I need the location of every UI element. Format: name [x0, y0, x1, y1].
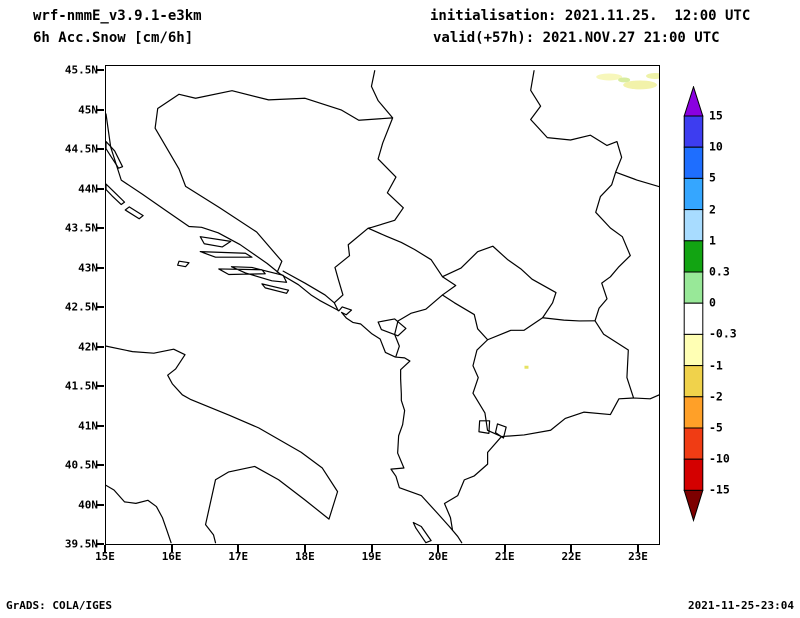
- lon-tick-label: 16E: [161, 550, 182, 563]
- lon-tick-label: 20E: [428, 550, 449, 563]
- coastline-italy-adriatic: [106, 345, 339, 544]
- lat-tick-mark: [97, 108, 104, 111]
- colorbar-value-label: 10: [709, 139, 723, 154]
- lon-tick-mark: [237, 545, 240, 552]
- lat-tick-label: 44.5N: [64, 142, 98, 156]
- lat-tick-mark: [97, 266, 104, 269]
- lat-tick-label: 42.5N: [64, 300, 98, 314]
- lakes: [377, 318, 507, 439]
- lat-tick-label: 43.5N: [64, 221, 98, 235]
- colorbar-value-label: 1: [709, 233, 716, 248]
- lat-tick-mark: [97, 69, 104, 71]
- map-plot-area: [105, 65, 660, 545]
- colorbar-value-label: -10: [709, 451, 730, 466]
- lat-tick-mark: [97, 424, 104, 427]
- lon-tick-mark: [570, 545, 573, 552]
- border-serbia-bulgaria-romania: [530, 70, 659, 400]
- islands-dalmatian: [106, 140, 432, 544]
- lon-tick-mark: [104, 545, 106, 552]
- lon-tick-mark: [370, 545, 373, 552]
- colorbar-value-label: -2: [709, 389, 723, 404]
- creation-timestamp: 2021-11-25-23:04: [688, 599, 794, 612]
- lon-tick-mark: [637, 545, 639, 552]
- lat-tick-label: 45.5N: [64, 63, 98, 77]
- colorbar-value-label: 0: [709, 295, 716, 310]
- lon-tick-mark: [437, 545, 440, 552]
- lat-tick-mark: [97, 187, 104, 190]
- variable-name: 6h Acc.Snow [cm/6h]: [33, 30, 194, 46]
- lon-tick-mark: [170, 545, 173, 552]
- lat-tick-mark: [97, 385, 104, 387]
- lon-tick-mark: [503, 545, 506, 552]
- lat-tick-mark: [97, 345, 104, 348]
- lon-tick-label: 23E: [628, 550, 648, 563]
- lon-tick-label: 15E: [95, 550, 115, 563]
- lon-tick-label: 22E: [561, 550, 582, 563]
- border-serbia-macedonia: [542, 317, 596, 322]
- colorbar-value-label: -1: [709, 357, 723, 372]
- lat-tick-mark: [97, 503, 104, 506]
- colorbar-value-label: 5: [709, 170, 716, 185]
- valid-time: valid(+57h): 2021.NOV.27 21:00 UTC: [433, 30, 720, 46]
- coastline-italy-tyrrhenian: [106, 484, 172, 544]
- lat-tick-label: 40N: [78, 498, 98, 511]
- lat-tick-label: 41N: [78, 419, 98, 432]
- border-croatia-bosnia-serbia: [154, 70, 444, 312]
- colorbar-value-label: 0.3: [709, 264, 730, 279]
- lat-tick-mark: [97, 464, 104, 466]
- initialisation-time: initialisation: 2021.11.25. 12:00 UTC: [430, 8, 751, 24]
- colorbar-value-label: -0.3: [709, 326, 737, 341]
- colorbar-value-label: 15: [709, 108, 723, 123]
- lat-tick-label: 44N: [78, 182, 98, 195]
- lat-tick-mark: [97, 227, 104, 229]
- lon-tick-label: 21E: [494, 550, 515, 563]
- lat-tick-label: 43N: [78, 261, 98, 274]
- lat-tick-mark: [97, 306, 104, 308]
- lat-tick-label: 39.5N: [64, 537, 98, 551]
- snow-accumulation-patches: [524, 72, 659, 369]
- lon-tick-mark: [303, 545, 306, 552]
- coastline-east-adriatic: [106, 113, 463, 544]
- colorbar-value-label: -5: [709, 420, 723, 435]
- lat-tick-mark: [97, 148, 104, 150]
- lat-tick-label: 41.5N: [64, 379, 98, 393]
- lat-tick-label: 42N: [78, 340, 98, 353]
- grads-credit: GrADS: COLA/IGES: [6, 599, 112, 612]
- lat-tick-label: 40.5N: [64, 458, 98, 472]
- colorbar: [683, 86, 704, 522]
- border-albania-greece: [443, 435, 503, 531]
- lat-tick-mark: [97, 543, 104, 545]
- lon-tick-label: 18E: [294, 550, 315, 563]
- map-canvas: [106, 70, 659, 544]
- colorbar-value-label: 2: [709, 201, 716, 216]
- colorbar-value-label: -15: [709, 482, 730, 497]
- model-name: wrf-nmmE_v3.9.1-e3km: [33, 8, 202, 24]
- lat-tick-label: 45N: [78, 103, 98, 116]
- lon-tick-label: 19E: [361, 550, 382, 563]
- border-macedonia-greece-albania: [472, 339, 635, 438]
- border-kosovo: [441, 245, 557, 341]
- lon-tick-label: 17E: [228, 550, 249, 563]
